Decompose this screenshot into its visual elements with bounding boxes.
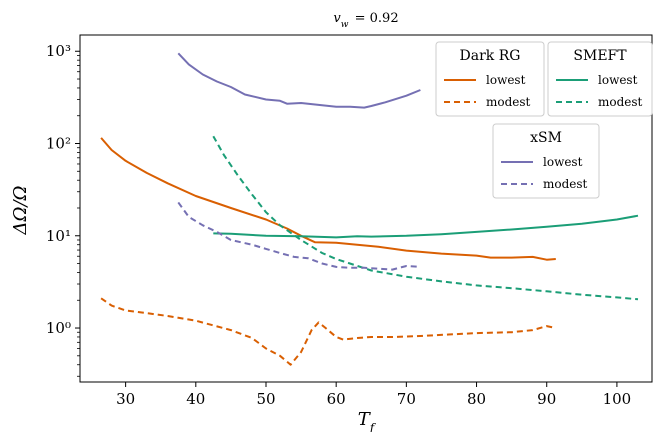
legend-title: SMEFT [573,48,627,64]
legend-xsm: xSM lowest modest [492,123,600,199]
series-line-dark-rg-lowest [100,137,556,261]
x-tick-label: 100 [603,390,632,408]
y-tick-label: 10² [46,135,71,153]
legends: Dark RG lowest modest SMEFT lowest modest xSM l… [435,41,653,199]
y-axis: 10⁰ 10¹ 10² 10³ [46,42,80,377]
x-tick-label: 60 [327,390,346,408]
legend-title: Dark RG [460,48,521,64]
x-tick-label: 80 [467,390,486,408]
chart-title: vw = 0.92 [333,11,398,30]
y-axis-label: ΔΩ/Ω [10,185,31,235]
chart-title-rhs: = 0.92 [350,11,398,26]
chart-title-sub: w [341,20,349,30]
x-axis: 30 40 50 60 70 80 90 100 [116,382,631,408]
x-tick-label: 70 [397,390,416,408]
series-line-xsm-lowest [177,52,421,109]
legend-box [492,123,600,199]
legend-title: xSM [530,130,562,146]
legend-label: modest [543,177,588,191]
x-tick-label: 30 [116,390,135,408]
legend-label: modest [486,95,531,109]
series-line-smeft-lowest [213,214,639,239]
plot-area [79,34,653,383]
legend-label: modest [598,95,643,109]
x-axis-label-main: T [358,409,372,430]
plot-frame [79,34,653,383]
x-tick-label: 40 [186,390,205,408]
y-tick-label: 10¹ [46,227,71,245]
x-axis-label: Tf [358,409,377,432]
legend-label: lowest [598,73,638,87]
legend-label: lowest [486,73,526,87]
x-tick-label: 50 [256,390,275,408]
x-tick-label: 90 [537,390,556,408]
legend-label: lowest [543,155,583,169]
legend-box [435,41,545,117]
y-tick-label: 10³ [46,42,71,60]
legend-box [547,41,653,117]
x-axis-label-sub: f [369,421,377,432]
chart-title-lhs: v [333,11,341,26]
legend-smeft: SMEFT lowest modest [547,41,653,117]
series-line-dark-rg-modest [100,297,557,366]
y-tick-label: 10⁰ [46,319,71,337]
legend-dark-rg: Dark RG lowest modest [435,41,545,117]
